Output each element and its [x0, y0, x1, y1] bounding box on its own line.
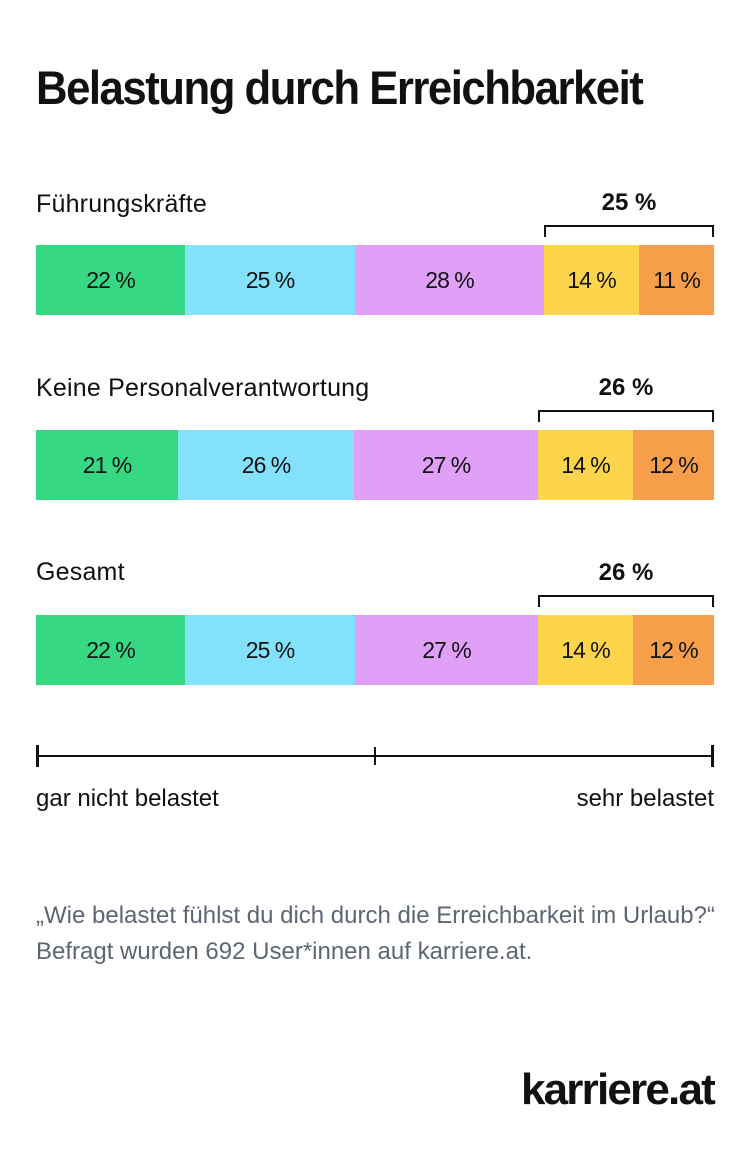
- bar-segment: 14 %: [538, 615, 633, 685]
- bracket: [538, 410, 714, 422]
- bar-segment: 28 %: [355, 245, 544, 315]
- category-label: Gesamt: [36, 558, 125, 586]
- category-label: Führungskräfte: [36, 190, 207, 218]
- bracket-total-label: 26 %: [598, 374, 654, 401]
- bar-segment: 25 %: [185, 245, 355, 315]
- chart-title: Belastung durch Erreichbarkeit: [36, 61, 644, 114]
- stacked-bar: 22 % 25 % 28 % 14 % 11 %: [36, 245, 714, 315]
- bar-segment: 27 %: [355, 615, 538, 685]
- bar-segment: 21 %: [36, 430, 178, 500]
- stacked-bar: 22 % 25 % 27 % 14 % 12 %: [36, 615, 714, 685]
- bracket-total-label: 26 %: [598, 559, 654, 586]
- scale-tick-left: [36, 745, 39, 767]
- bar-segment: 14 %: [538, 430, 633, 500]
- bar-segment: 26 %: [178, 430, 354, 500]
- bar-segment: 25 %: [185, 615, 355, 685]
- scale-tick-right: [711, 745, 714, 767]
- bar-segment: 22 %: [36, 245, 185, 315]
- bar-segment: 14 %: [544, 245, 639, 315]
- bar-segment: 12 %: [633, 615, 714, 685]
- scale-label-right: sehr belastet: [576, 785, 714, 812]
- bar-segment: 22 %: [36, 615, 185, 685]
- belastung-scale: [36, 745, 714, 767]
- bar-segment: 12 %: [633, 430, 714, 500]
- bar-segment: 27 %: [354, 430, 538, 500]
- stacked-bar: 21 % 26 % 27 % 14 % 12 %: [36, 430, 714, 500]
- bracket: [544, 225, 714, 237]
- bracket: [538, 595, 714, 607]
- scale-label-left: gar nicht belastet: [36, 785, 219, 812]
- bar-segment: 11 %: [639, 245, 714, 315]
- brand-logo: karriere.at: [520, 1065, 716, 1114]
- bracket-total-label: 25 %: [601, 189, 657, 216]
- category-label: Keine Personalverantwortung: [36, 374, 370, 402]
- survey-footnote: „Wie belastet fühlst du dich durch die E…: [36, 902, 715, 965]
- scale-tick-middle: [374, 747, 376, 765]
